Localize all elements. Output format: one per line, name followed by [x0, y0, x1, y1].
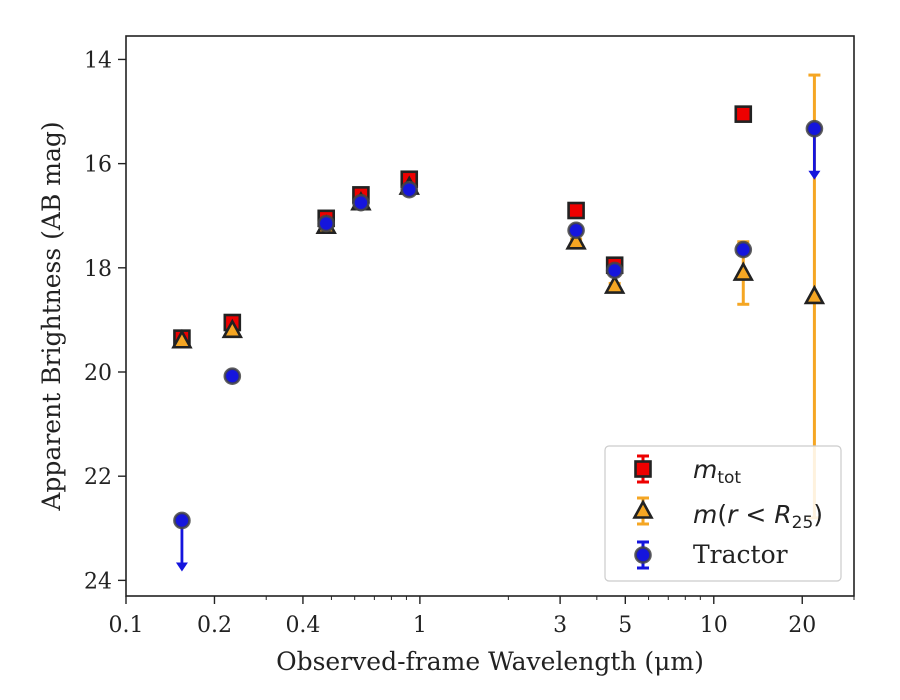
circle-marker	[173, 511, 191, 530]
x-tick-label: 10	[700, 613, 728, 638]
triangle-marker	[171, 329, 193, 349]
circle-marker	[634, 546, 652, 564]
y-axis-title: Apparent Brightness (AB mag)	[37, 121, 66, 511]
legend-label-m-tot: mtot	[693, 455, 741, 488]
square-marker	[567, 201, 585, 220]
circle-marker	[734, 240, 753, 259]
axis-tick-labels: 0.1 0.2 0.4 1 3 5 10 20 14 16 18 20 22 24	[84, 48, 816, 638]
x-tick-label: 0.4	[285, 613, 320, 638]
triangle-marker	[565, 230, 587, 250]
legend-m-r25-R: R	[774, 500, 791, 529]
square-marker	[734, 105, 753, 123]
legend-m-r25-prefix: m	[693, 500, 717, 529]
circle-marker	[805, 119, 824, 138]
x-tick-label: 20	[788, 613, 816, 638]
legend-m-tot-main: m	[693, 455, 717, 484]
legend-m-r25-lt: <	[737, 500, 774, 529]
x-tick-label: 0.2	[197, 613, 232, 638]
upper-limit-arrowhead	[175, 562, 188, 572]
circle-marker	[223, 367, 242, 385]
y-tick-label: 20	[84, 361, 112, 386]
triangle-marker	[603, 274, 626, 294]
legend-box	[604, 445, 842, 582]
triangle-marker	[732, 261, 754, 281]
legend-m-r25-sub: 25	[792, 513, 814, 533]
legend: mtot m(r < R25) Tractor	[604, 445, 842, 582]
circle-marker	[400, 180, 419, 199]
y-tick-label: 22	[84, 465, 112, 490]
upper-limit-arrowhead	[808, 170, 821, 180]
y-tick-label: 16	[84, 153, 112, 178]
legend-handles	[632, 454, 654, 570]
x-axis-title: Observed-frame Wavelength (μm)	[276, 647, 704, 676]
triangle-marker	[632, 499, 654, 519]
legend-m-tot-sub: tot	[717, 468, 741, 488]
square-marker	[634, 460, 652, 478]
y-tick-label: 18	[84, 257, 112, 282]
triangle-marker	[221, 318, 244, 339]
axis-ticks	[118, 58, 855, 604]
legend-m-r25-var: r	[727, 500, 739, 529]
x-tick-label: 0.1	[109, 613, 144, 638]
y-tick-label: 14	[84, 48, 112, 73]
circle-marker	[605, 261, 624, 280]
x-tick-label: 5	[618, 613, 632, 638]
legend-m-r25-paren-open: (	[717, 500, 727, 529]
data-markers	[171, 105, 826, 530]
plot-frame	[125, 35, 855, 597]
circle-marker	[352, 193, 370, 212]
legend-label-tractor: Tractor	[693, 540, 788, 569]
x-tick-label: 1	[413, 613, 427, 638]
legend-label-m-r25: m(r < R25)	[693, 500, 823, 533]
y-tick-label: 24	[84, 569, 112, 594]
circle-marker	[567, 221, 585, 240]
legend-m-r25-paren-close: )	[813, 500, 823, 529]
circle-marker	[317, 214, 336, 233]
x-tick-label: 3	[553, 613, 567, 638]
triangle-marker	[803, 284, 826, 305]
